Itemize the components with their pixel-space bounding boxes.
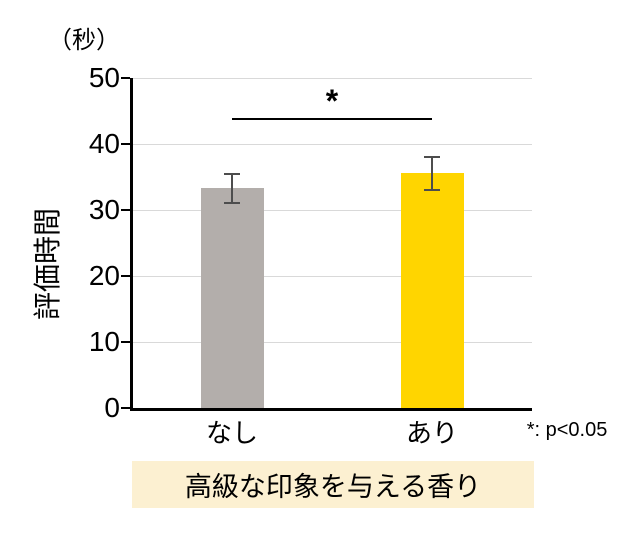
gridline-20 — [132, 275, 532, 277]
gridline-10 — [132, 341, 532, 343]
x-axis-line — [130, 408, 532, 411]
y-tick-label-10: 10 — [88, 326, 120, 357]
bar-あり — [400, 173, 464, 408]
plot-area: なし あり * — [121, 77, 532, 448]
bar-なし — [200, 188, 264, 408]
y-tick-mark-10 — [121, 341, 130, 343]
error-bar-cap-なし-bottom — [224, 201, 240, 205]
x-category-label-なし: なし — [205, 418, 258, 448]
gridline-30 — [132, 209, 532, 211]
error-bar-cap-なし-top — [224, 172, 240, 176]
y-tick-mark-20 — [121, 275, 130, 277]
significance-note: *: p<0.05 — [526, 419, 608, 441]
y-tick-label-50: 50 — [88, 62, 120, 93]
y-axis-line — [130, 78, 133, 410]
y-tick-label-40: 40 — [88, 128, 120, 159]
error-bar-cap-あり-bottom — [424, 188, 440, 192]
y-tick-mark-30 — [121, 209, 130, 211]
x-group-label-text: 高級な印象を与える香り — [184, 472, 482, 502]
y-axis-unit-label: （秒） — [48, 27, 120, 54]
y-tick-label-30: 30 — [88, 194, 120, 225]
significance-line — [232, 117, 432, 120]
error-bar-なし — [230, 173, 234, 203]
gridline-50 — [132, 77, 532, 79]
y-tick-mark-0 — [121, 407, 130, 409]
x-category-label-あり: あり — [405, 418, 458, 448]
gridline-40 — [132, 143, 532, 145]
significance-asterisk: * — [325, 82, 339, 119]
error-bar-cap-あり-top — [424, 155, 440, 159]
y-tick-mark-40 — [121, 143, 130, 145]
y-tick-label-20: 20 — [88, 260, 120, 291]
y-tick-mark-50 — [121, 77, 130, 79]
y-tick-label-0: 0 — [104, 392, 120, 423]
x-group-label-box: 高級な印象を与える香り — [132, 461, 534, 508]
error-bar-あり — [430, 156, 434, 190]
